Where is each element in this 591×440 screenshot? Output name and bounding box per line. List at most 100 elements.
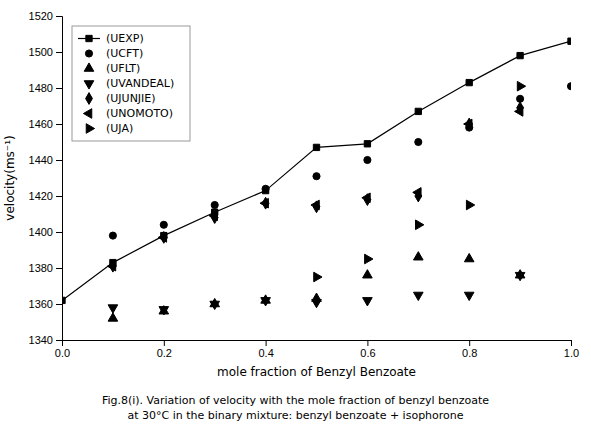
tick: 0.0 (55, 340, 70, 359)
tick: 1440 (29, 154, 62, 166)
tick: 1400 (29, 226, 62, 238)
series (62, 38, 571, 304)
tick-label: 1400 (29, 226, 53, 238)
series (108, 272, 525, 315)
legend-frame (72, 26, 190, 141)
y-axis-line (56, 17, 63, 341)
marker (515, 107, 523, 117)
tick-label: 1440 (29, 154, 53, 166)
y-axis: 1340136013801400142014401460148015001520 (29, 10, 63, 346)
marker (210, 301, 220, 309)
legend-label: (UNOMOTO) (106, 107, 173, 120)
tick-label: 1500 (29, 46, 53, 58)
marker (211, 201, 218, 208)
tick-label: 1480 (29, 82, 53, 94)
marker (314, 272, 322, 282)
y-axis-title: velocity(ms⁻¹) (3, 135, 17, 220)
tick-mark (56, 232, 62, 233)
tick-mark (56, 196, 62, 197)
marker (109, 232, 116, 239)
marker (464, 119, 472, 129)
legend-item: (UJA) (86, 122, 133, 135)
x-axis: 0.00.20.40.60.81.0 (55, 340, 579, 359)
marker (362, 193, 370, 203)
legend-marker (86, 124, 94, 134)
marker (416, 220, 424, 230)
marker (364, 141, 370, 147)
marker (413, 188, 421, 198)
legend-item: (UFLT) (84, 62, 140, 75)
tick: 1340 (29, 334, 62, 346)
legend-marker (86, 35, 92, 41)
tick-mark (56, 52, 62, 53)
legend-label: (UJUNJIE) (106, 92, 156, 105)
marker (363, 298, 373, 306)
marker (107, 261, 115, 271)
marker (364, 156, 371, 163)
tick-label: 1340 (29, 334, 53, 346)
legend-label: (UCFT) (106, 47, 143, 60)
marker (160, 221, 167, 228)
marker (159, 306, 169, 314)
tick: 0.6 (360, 340, 375, 359)
tick: 1500 (29, 46, 62, 58)
x-axis-line (63, 341, 572, 347)
tick: 1.0 (564, 340, 579, 359)
marker (415, 138, 422, 145)
marker (260, 198, 268, 208)
marker (108, 305, 118, 313)
tick-label: 1360 (29, 298, 53, 310)
tick-mark (56, 160, 62, 161)
legend-marker (83, 109, 91, 119)
tick-label: 0.8 (462, 347, 477, 359)
tick-mark (56, 16, 62, 17)
tick-label: 1420 (29, 190, 53, 202)
legend-item: (UJUNJIE) (86, 92, 156, 105)
tick-mark (56, 268, 62, 269)
marker (568, 38, 571, 44)
tick: 1480 (29, 82, 62, 94)
marker (413, 292, 423, 300)
tick-mark (56, 340, 62, 341)
marker (158, 233, 166, 243)
marker (567, 83, 571, 90)
legend-marker (86, 93, 93, 105)
tick: 0.8 (462, 340, 477, 359)
marker (464, 292, 474, 300)
legend-label: (UJA) (106, 122, 133, 135)
marker (262, 185, 269, 192)
legend-label: (UVANDEAL) (106, 77, 174, 90)
tick-label: 0.4 (258, 347, 273, 359)
tick: 1460 (29, 118, 62, 130)
tick-mark (469, 340, 470, 346)
marker (517, 81, 525, 91)
tick-label: 1460 (29, 118, 53, 130)
marker (209, 211, 217, 221)
legend-item: (UVANDEAL) (84, 77, 174, 90)
tick-mark (164, 340, 165, 346)
caption: Fig.8(i). Variation of velocity with the… (102, 394, 489, 422)
marker (261, 298, 271, 306)
marker (313, 173, 320, 180)
marker (413, 252, 423, 260)
marker (62, 297, 65, 303)
marker (313, 144, 319, 150)
legend-label: (UEXP) (106, 32, 144, 45)
plot: 0.00.20.40.60.81.01340136013801400142014… (3, 10, 579, 379)
tick: 0.4 (258, 340, 273, 359)
series (314, 81, 526, 281)
series (108, 252, 525, 322)
legend-marker (85, 50, 92, 57)
legend-item: (UCFT) (85, 47, 143, 60)
line (62, 41, 571, 300)
tick-label: 1520 (29, 10, 53, 22)
legend-marker (84, 81, 94, 89)
legend-item: (UEXP) (78, 32, 144, 45)
tick: 1520 (29, 10, 62, 22)
tick-mark (56, 88, 62, 89)
tick-label: 0.0 (55, 347, 70, 359)
x-axis-title: mole fraction of Benzyl Benzoate (217, 365, 416, 379)
marker (515, 272, 525, 280)
marker (415, 108, 421, 114)
legend-label: (UFLT) (106, 62, 140, 75)
